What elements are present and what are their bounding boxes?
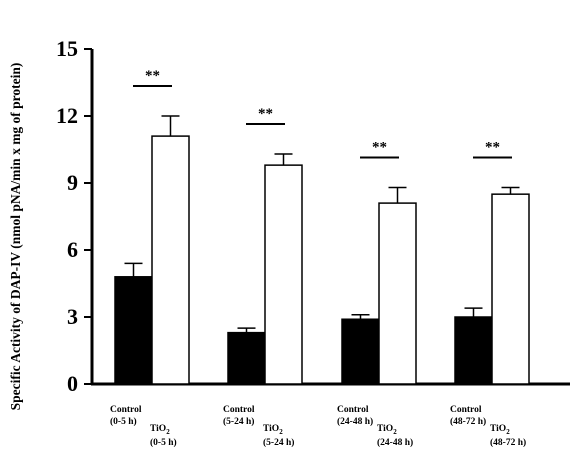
y-tick-label: 15 (56, 36, 78, 61)
control-label: Control (337, 405, 369, 415)
control-period-label: (48-72 h) (450, 416, 486, 427)
tio2-label: TiO2 (150, 424, 170, 436)
tio2-subscript: 2 (166, 428, 170, 436)
tio2-period-label: (5-24 h) (263, 437, 294, 448)
y-tick-label: 3 (67, 304, 78, 329)
tio2-bar (264, 164, 303, 385)
tio2-bar (491, 193, 530, 385)
tio2-period-label: (0-5 h) (150, 437, 177, 448)
control-period-label: (5-24 h) (223, 416, 254, 427)
significance-label: ** (485, 139, 500, 155)
tio2-label: TiO2 (490, 424, 510, 436)
tio2-bar (151, 135, 190, 385)
control-bar (114, 276, 153, 385)
y-axis-label: Specific Activity of DAP-IV (nmol pNA/mi… (8, 63, 23, 411)
tio2-subscript: 2 (279, 428, 283, 436)
control-bar (341, 318, 380, 385)
significance-label: ** (145, 68, 160, 84)
tio2-label: TiO2 (377, 424, 397, 436)
y-tick-label: 6 (67, 237, 78, 262)
control-period-label: (0-5 h) (110, 416, 137, 427)
control-bar (227, 331, 266, 385)
tio2-period-label: (48-72 h) (490, 437, 526, 448)
tio2-subscript: 2 (393, 428, 397, 436)
control-bar (454, 316, 493, 385)
y-tick-label: 9 (67, 170, 78, 195)
tio2-bar (378, 202, 417, 385)
significance-label: ** (372, 139, 387, 155)
control-label: Control (450, 405, 482, 415)
tio2-subscript: 2 (506, 428, 510, 436)
y-tick-label: 12 (56, 103, 78, 128)
y-tick-label: 0 (67, 371, 78, 396)
significance-label: ** (258, 106, 273, 122)
tio2-label: TiO2 (263, 424, 283, 436)
control-period-label: (24-48 h) (337, 416, 373, 427)
control-label: Control (110, 405, 142, 415)
tio2-period-label: (24-48 h) (377, 437, 413, 448)
control-label: Control (223, 405, 255, 415)
